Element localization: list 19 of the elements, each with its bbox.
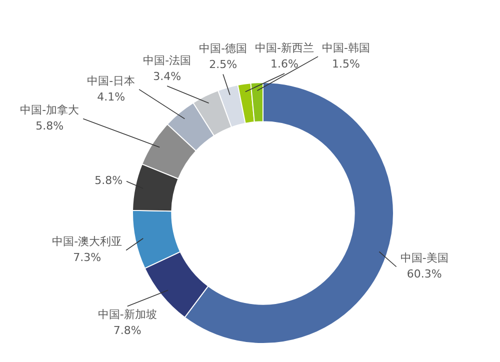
slice-label: 中国-美国 [400, 252, 448, 265]
slice-label: 中国-法国 [143, 54, 192, 67]
data-label: 60.3% [406, 268, 442, 281]
slice-label: 中国-韩国 [322, 41, 370, 54]
data-label: 4.1% [97, 90, 126, 104]
data-label: 7.3% [73, 251, 102, 264]
data-label: 1.6% [270, 57, 299, 70]
data-label: 5.8% [36, 120, 64, 133]
slice-label: 中国-德国 [199, 42, 248, 56]
data-label: 5.8% [94, 174, 123, 188]
slice-label: 中国-加拿大 [20, 104, 80, 117]
slice-label: 中国-日本 [87, 74, 136, 88]
slice-label: 中国-新西兰 [255, 41, 314, 54]
data-label: 1.5% [332, 57, 360, 70]
data-label: 7.8% [113, 324, 142, 338]
slice-label: 中国-新加坡 [98, 308, 157, 322]
data-label: 2.5% [209, 58, 238, 72]
data-label: 3.4% [153, 70, 182, 83]
slice-label: 中国-澳大利亚 [52, 235, 122, 248]
